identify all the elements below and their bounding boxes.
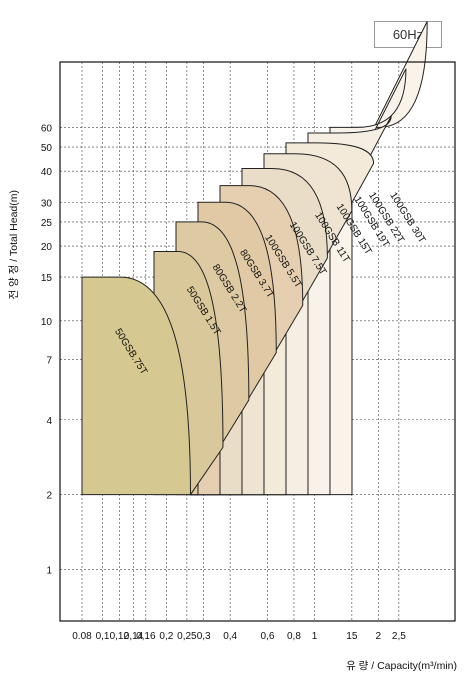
x-tick-label: 0,2 [159,631,173,642]
x-tick-label: 1 [312,631,318,642]
x-tick-label: 0,25 [177,631,197,642]
x-tick-label: 0,8 [287,631,301,642]
y-tick-label: 60 [41,123,53,134]
y-tick-label: 20 [41,242,53,253]
axes: 0.08 0,1 0,120,140,16 0,2 0,25 0,3 0,4 0,6 0,8 1 1… [41,61,456,642]
x-tick-label: 0,12 [110,631,130,642]
x-tick-label: 0,3 [197,631,211,642]
x-tick-label: 2 [376,631,382,642]
frequency-badge: 60Hz [374,21,442,48]
x-tick-label: 0,4 [223,631,237,642]
y-tick-label: 7 [46,355,52,366]
plot-frame [59,61,456,622]
y-tick-label: 1 [46,565,52,576]
y-tick-label: 10 [41,317,53,328]
x-tick-label: 0,16 [136,631,156,642]
model-area [81,276,191,496]
y-tick-label: 25 [41,218,53,229]
x-tick-label: 15 [346,631,358,642]
y-tick-label: 50 [41,143,53,154]
model-areas [81,21,428,496]
y-tick-label: 2 [46,491,52,502]
y-tick-label: 15 [41,273,53,284]
x-tick-label: 0,1 [96,631,110,642]
x-tick-label: 0.08 [72,631,92,642]
x-tick-label: 0,14 [124,631,144,642]
x-tick-label: 0,6 [261,631,275,642]
x-tick-label: 2,5 [392,631,406,642]
y-tick-label: 30 [41,198,53,209]
y-tick-label: 40 [41,167,53,178]
y-tick-label: 4 [46,416,52,427]
x-axis-label: 유 량 / Capacity(m³/min) [346,660,457,672]
